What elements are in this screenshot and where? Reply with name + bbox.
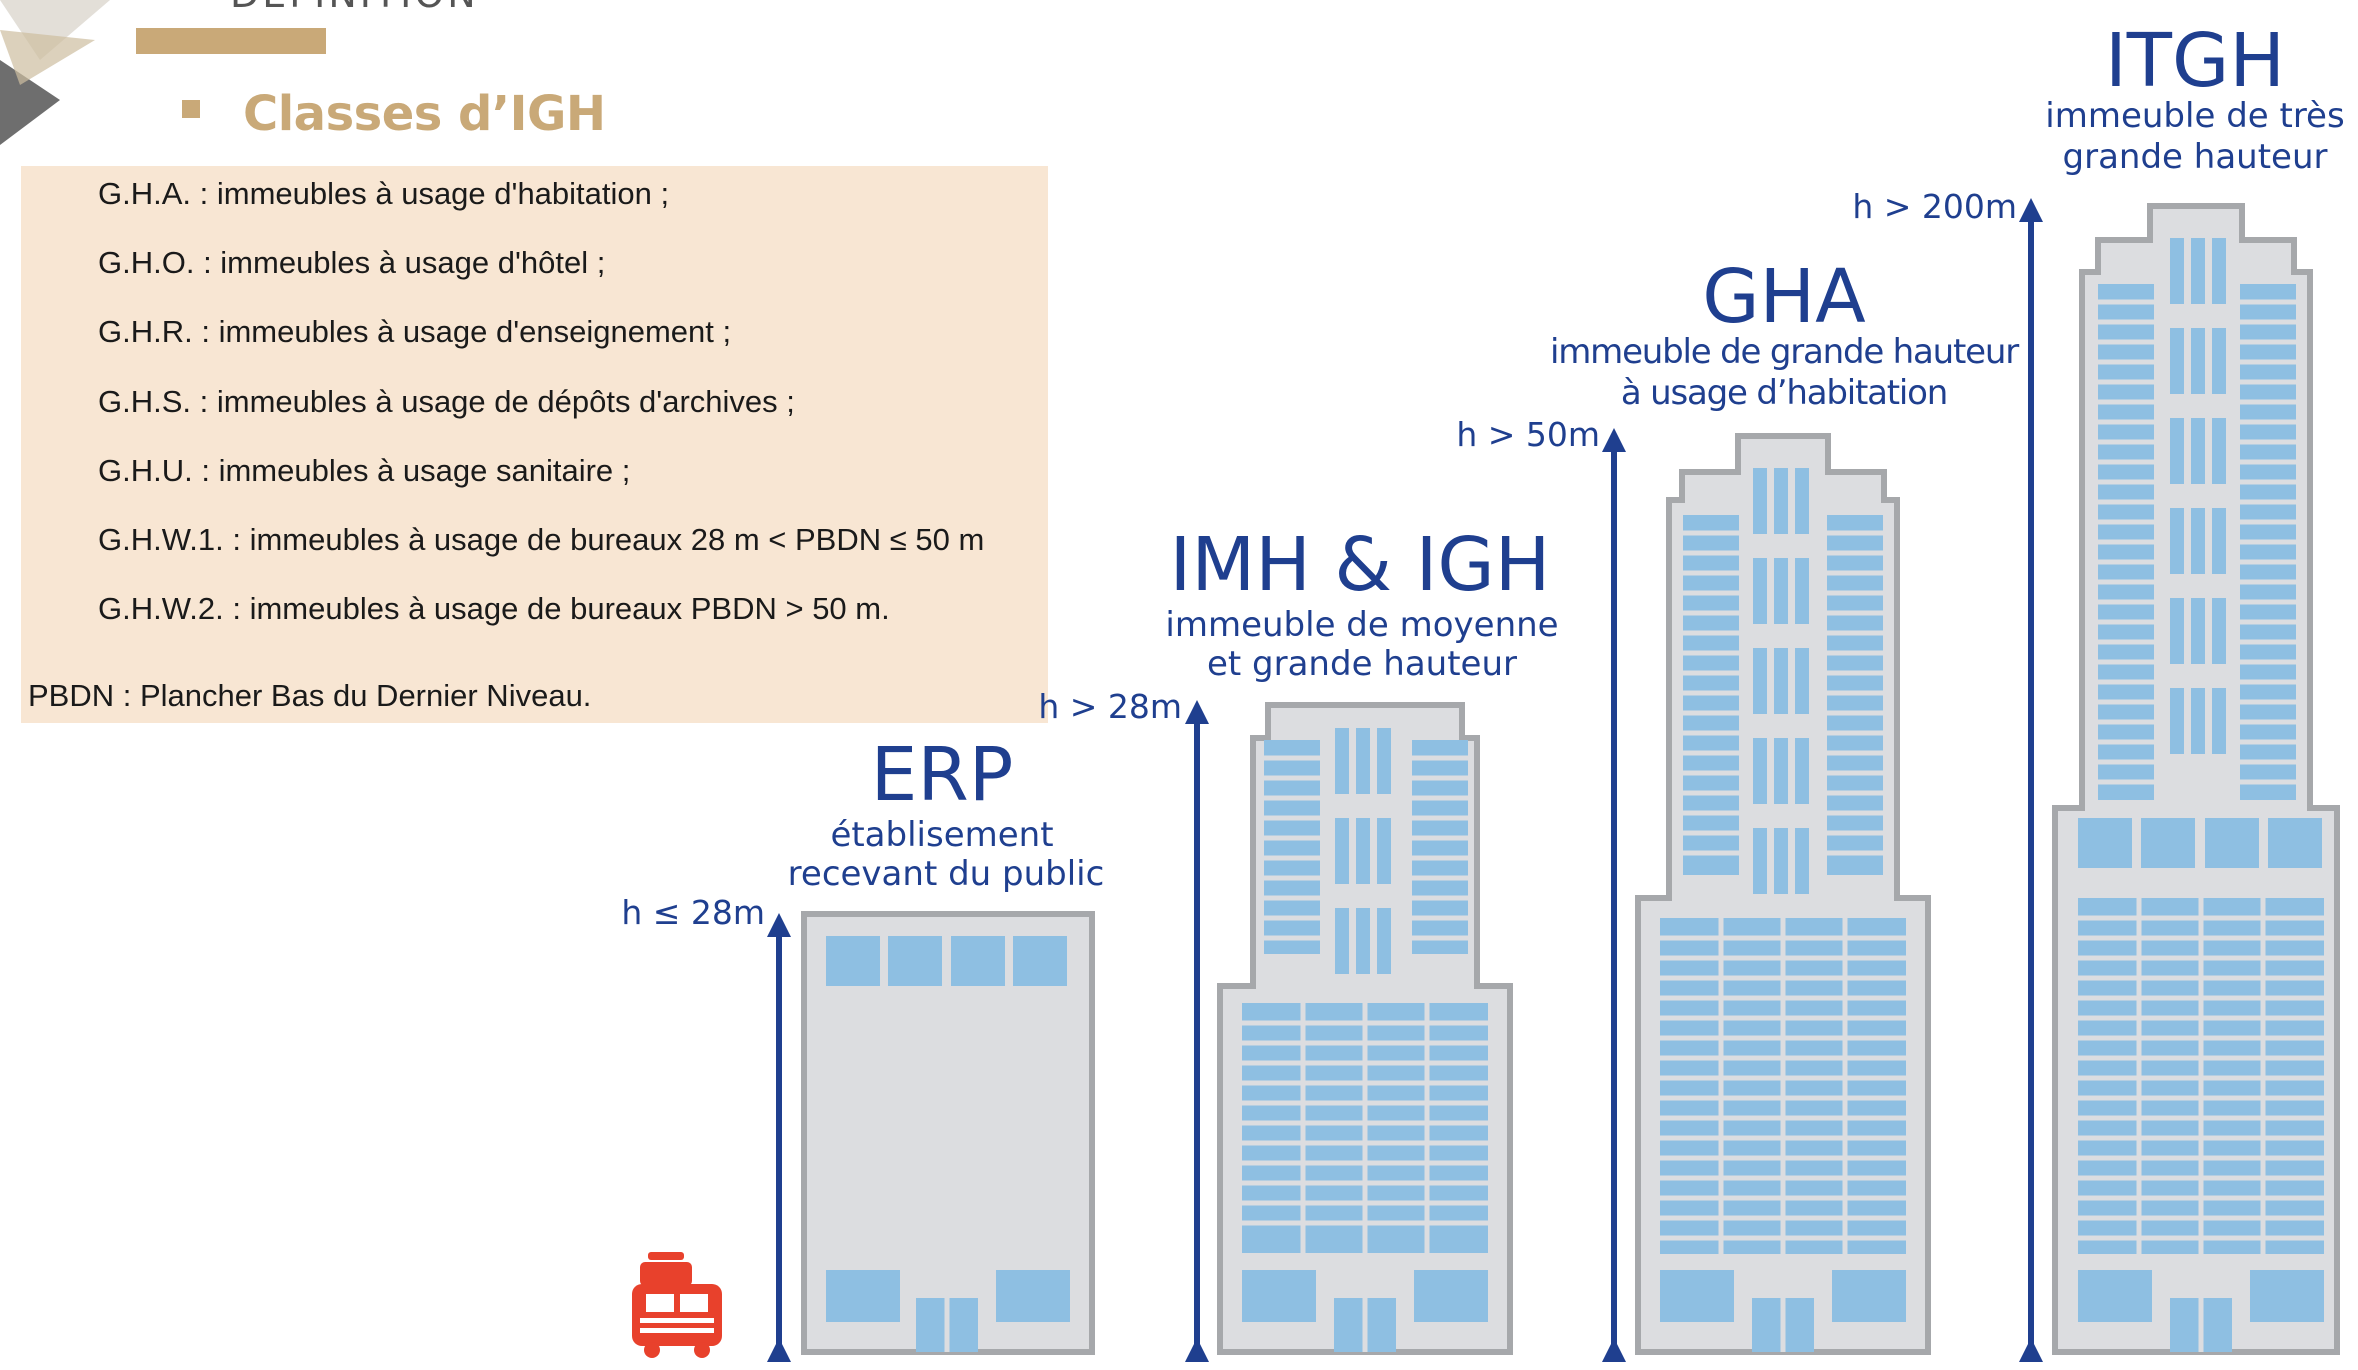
- gold-bar: [136, 28, 326, 54]
- building-title-gha: GHA: [1702, 254, 1866, 340]
- pbdn-note: PBDN : Plancher Bas du Dernier Niveau.: [28, 678, 592, 713]
- height-label-gha: h > 50m: [1456, 415, 1600, 454]
- section-title: DÉFINITION: [230, 0, 479, 16]
- building-subtitle-gha-2: à usage d’habitation: [1621, 373, 1947, 413]
- building-subtitle-erp-1: établisement: [830, 815, 1053, 855]
- corner-decoration: [0, 0, 110, 145]
- building-itgh: [2052, 203, 2340, 1355]
- class-item-gha: G.H.A. : immeubles à usage d'habitation …: [98, 176, 670, 211]
- building-title-erp: ERP: [871, 732, 1014, 818]
- building-erp: [801, 911, 1095, 1355]
- building-subtitle-itgh-2: grande hauteur: [2063, 137, 2328, 177]
- classes-panel: G.H.A. : immeubles à usage d'habitation …: [21, 166, 1048, 723]
- class-item-gho: G.H.O. : immeubles à usage d'hôtel ;: [98, 245, 606, 280]
- class-item-ghw1: G.H.W.1. : immeubles à usage de bureaux …: [98, 522, 985, 557]
- height-label-erp: h ≤ 28m: [621, 893, 765, 932]
- class-item-ghs: G.H.S. : immeubles à usage de dépôts d'a…: [98, 384, 795, 419]
- building-gha: [1635, 433, 1931, 1355]
- height-label-itgh: h > 200m: [1852, 187, 2017, 226]
- heading-bullet: [182, 100, 200, 118]
- building-subtitle-imh-igh-1: immeuble de moyenne: [1165, 605, 1558, 645]
- fire-truck-icon: [632, 1252, 722, 1358]
- page-heading: Classes d’IGH: [243, 86, 606, 142]
- building-subtitle-imh-igh-2: et grande hauteur: [1207, 644, 1517, 684]
- building-title-itgh: ITGH: [2105, 18, 2285, 104]
- class-item-ghu: G.H.U. : immeubles à usage sanitaire ;: [98, 453, 631, 488]
- building-subtitle-itgh-1: immeuble de très: [2045, 96, 2344, 136]
- building-title-imh-igh: IMH & IGH: [1170, 522, 1551, 608]
- building-imh-igh: [1217, 702, 1513, 1355]
- class-item-ghr: G.H.R. : immeubles à usage d'enseignemen…: [98, 314, 732, 349]
- height-label-imh-igh: h > 28m: [1038, 687, 1182, 726]
- building-subtitle-gha-1: immeuble de grande hauteur: [1550, 332, 2019, 372]
- building-subtitle-erp-2: recevant du public: [788, 854, 1105, 894]
- class-item-ghw2: G.H.W.2. : immeubles à usage de bureaux …: [98, 591, 890, 626]
